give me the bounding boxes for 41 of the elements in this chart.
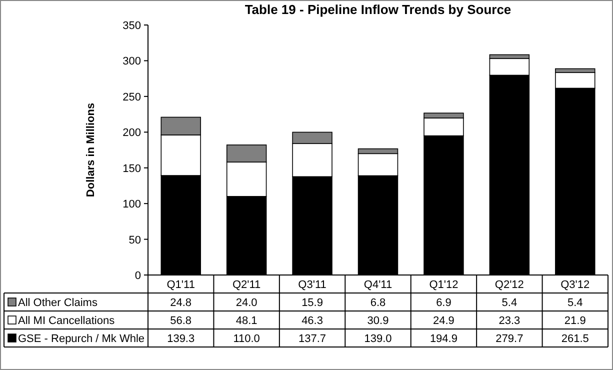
y-tick-label: 200: [122, 127, 141, 140]
data-label: 6.8: [370, 297, 386, 309]
y-tick-label: 50: [128, 234, 141, 246]
data-label: 24.9: [433, 315, 454, 327]
data-label: 279.7: [496, 333, 524, 345]
x-tick-label: Q3'12: [560, 279, 590, 291]
data-label: 139.3: [167, 333, 195, 345]
data-label: 15.9: [302, 297, 323, 309]
data-label: 56.8: [170, 315, 192, 327]
y-tick-label: 350: [122, 20, 141, 32]
data-label: 139.0: [364, 333, 392, 345]
legend-label: All Other Claims: [18, 297, 98, 309]
y-axis-title: Dollars in Millions: [85, 102, 97, 198]
y-tick-label: 150: [122, 162, 141, 175]
data-label: 23.3: [498, 315, 520, 327]
y-tick-label: 0: [134, 270, 141, 282]
x-tick-label: Q2'11: [232, 279, 261, 291]
data-label: 261.5: [561, 333, 589, 345]
data-label: 5.4: [502, 297, 518, 309]
y-tick-label: 250: [122, 91, 141, 104]
data-label: 30.9: [367, 315, 389, 327]
x-tick-label: Q2'12: [494, 279, 524, 291]
chart-title: Table 19 - Pipeline Inflow Trends by Source: [244, 2, 512, 17]
data-label: 6.9: [436, 297, 452, 309]
x-tick-label: Q1'11: [166, 279, 195, 291]
y-tick-label: 300: [122, 56, 141, 68]
data-label: 137.7: [298, 333, 326, 345]
data-label: 110.0: [233, 333, 260, 345]
data-label: 21.9: [564, 315, 586, 327]
x-tick-label: Q3'11: [298, 279, 326, 291]
data-label: 24.8: [170, 297, 192, 309]
data-label: 194.9: [430, 333, 458, 345]
data-label: 46.3: [302, 315, 323, 327]
x-tick-label: Q4'11: [364, 279, 392, 291]
y-tick-label: 100: [122, 198, 141, 211]
data-label: 48.1: [236, 315, 258, 327]
legend-label: All MI Cancellations: [18, 315, 116, 327]
data-label: 5.4: [567, 297, 583, 309]
data-label: 24.0: [236, 297, 258, 309]
x-tick-label: Q1'12: [429, 279, 458, 291]
legend-label: GSE - Repurch / Mk Whle: [18, 333, 145, 345]
